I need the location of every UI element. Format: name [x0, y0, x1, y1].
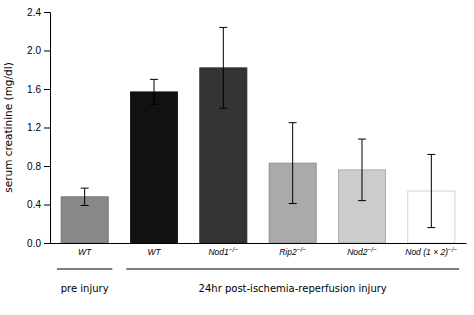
- group-bracket: [57, 269, 112, 270]
- y-tick-mark: [44, 51, 50, 52]
- y-tick: 1.6: [27, 84, 50, 95]
- x-axis-line: [51, 243, 467, 244]
- x-tick-label: Nod2−/−: [347, 246, 377, 257]
- x-tick: WT: [147, 243, 161, 257]
- error-bar-cap: [150, 104, 158, 105]
- bar: [130, 92, 177, 243]
- error-bar-line: [84, 188, 85, 205]
- x-tick: Nod1−/−: [208, 243, 238, 257]
- error-bar-cap: [289, 203, 297, 204]
- y-tick: 2.0: [27, 45, 50, 56]
- x-tick-label: Nod1−/−: [208, 246, 238, 257]
- y-tick-mark: [44, 243, 50, 244]
- error-bar-cap: [289, 122, 297, 123]
- y-tick-label: 0.8: [27, 161, 41, 172]
- chart: 0.0 0.4 0.8 1.2 1.6 2.0 2.4 WT WT Nod1−/− Rip2−/− N…: [0, 0, 474, 315]
- error-bar-cap: [219, 27, 227, 28]
- error-bar-cap: [427, 227, 435, 228]
- y-tick-mark: [44, 89, 50, 90]
- error-bar-cap: [150, 79, 158, 80]
- error-bar-cap: [81, 205, 89, 206]
- x-tick-label: Nod (1 × 2)−/−: [405, 246, 457, 257]
- y-axis: 0.0 0.4 0.8 1.2 1.6 2.0 2.4: [27, 7, 50, 249]
- y-tick-label: 2.0: [27, 45, 41, 56]
- error-bar: [219, 27, 227, 108]
- y-axis-title: serum creatinine (mg/dl): [2, 62, 14, 193]
- y-tick: 0.4: [27, 199, 50, 210]
- x-tick: Rip2−/−: [279, 243, 306, 257]
- x-tick-label: WT: [147, 247, 161, 257]
- error-bar-line: [154, 79, 155, 104]
- error-bar-cap: [81, 188, 89, 189]
- y-axis-line: [44, 13, 51, 244]
- y-tick-mark: [44, 205, 50, 206]
- error-bar: [81, 188, 89, 205]
- group-bracket: [126, 269, 459, 270]
- x-tick: WT: [78, 243, 92, 257]
- error-bar-line: [431, 154, 432, 227]
- y-tick: 1.2: [27, 122, 50, 133]
- error-bar: [358, 139, 366, 201]
- error-bar: [427, 154, 435, 227]
- x-axis: WT WT Nod1−/− Rip2−/− Nod2−/− Nod (1 × 2)−/−: [51, 243, 467, 257]
- y-tick-label: 1.2: [27, 122, 41, 133]
- y-tick-label: 1.6: [27, 84, 41, 95]
- error-bar: [289, 123, 297, 204]
- y-tick-mark: [44, 128, 50, 129]
- plot: 0.0 0.4 0.8 1.2 1.6 2.0 2.4 WT WT Nod1−/− Rip2−/− N…: [2, 7, 467, 295]
- y-tick: 2.4: [27, 7, 50, 18]
- error-bar-line: [362, 139, 363, 201]
- y-tick-mark: [44, 12, 50, 13]
- x-tick-label: Rip2−/−: [279, 246, 306, 257]
- error-bar-line: [223, 27, 224, 108]
- y-tick: 0.8: [27, 161, 50, 172]
- y-tick: 0.0: [27, 238, 50, 249]
- error-bar-cap: [427, 154, 435, 155]
- x-tick-label: WT: [78, 247, 92, 257]
- error-bar: [150, 79, 158, 104]
- x-tick: Nod (1 × 2)−/−: [405, 243, 457, 257]
- error-bar-line: [292, 123, 293, 204]
- error-bar-cap: [219, 108, 227, 109]
- error-bar-cap: [358, 139, 366, 140]
- y-tick-mark: [44, 166, 50, 167]
- y-tick-label: 0.0: [27, 238, 41, 249]
- x-tick: Nod2−/−: [347, 243, 377, 257]
- y-tick-label: 0.4: [27, 199, 41, 210]
- group-label: 24hr post-ischemia-reperfusion injury: [199, 283, 387, 294]
- y-tick-label: 2.4: [27, 7, 41, 18]
- error-bar-cap: [358, 200, 366, 201]
- bars: [61, 27, 455, 243]
- group-label: pre injury: [61, 283, 109, 294]
